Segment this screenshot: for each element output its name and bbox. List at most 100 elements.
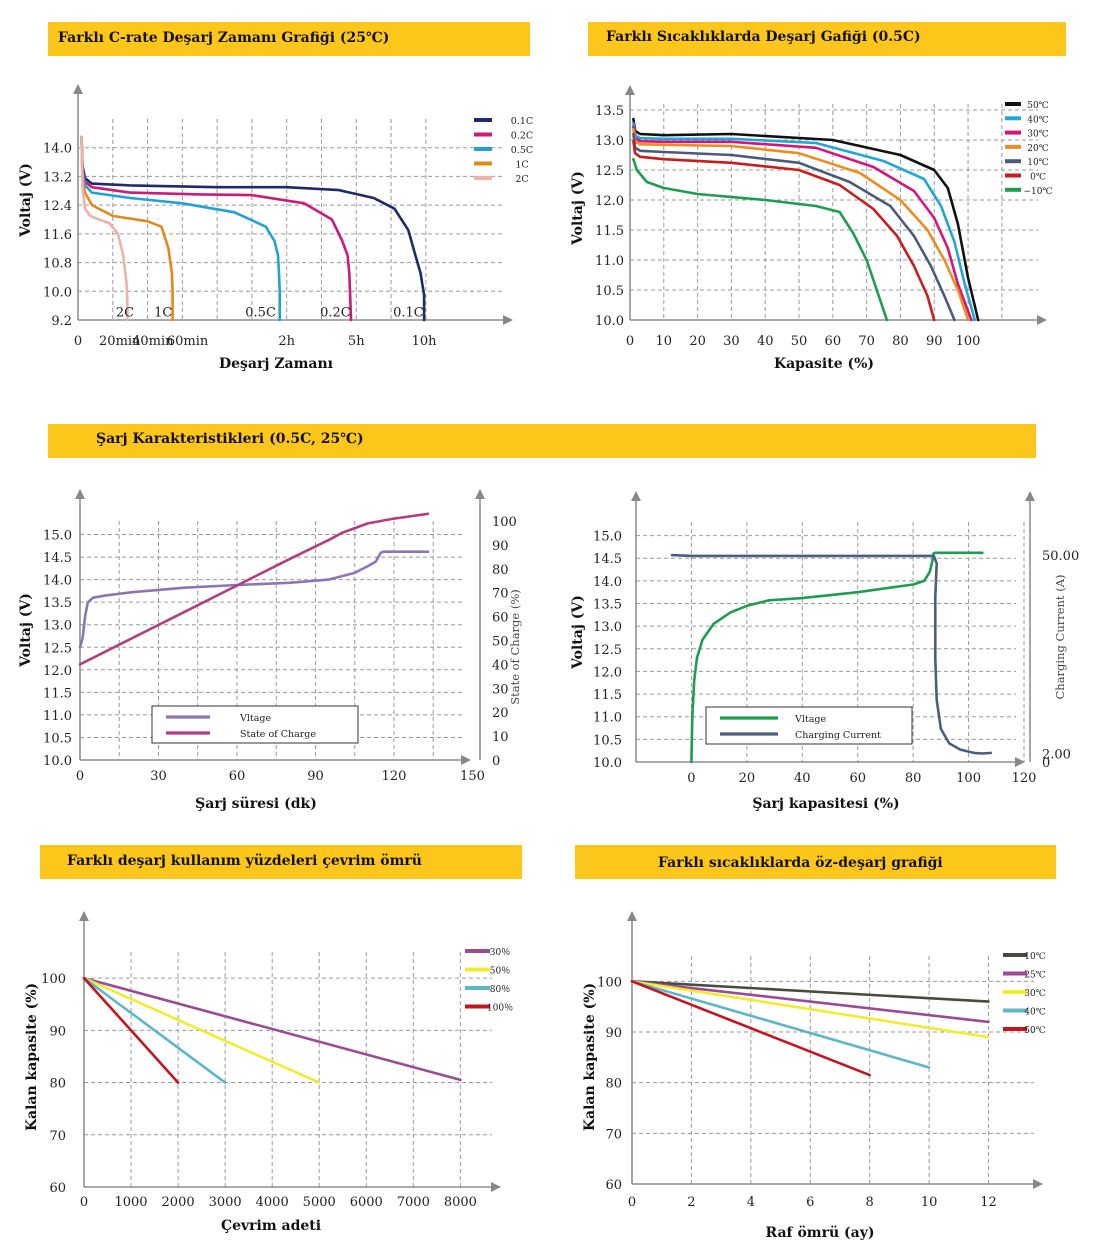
y-axis-title: Voltaj (V) [570, 595, 586, 670]
y-axis-title: Voltaj (V) [18, 163, 34, 238]
y2-tick-label: 30 [492, 682, 509, 697]
legend-label: 25℃ [1024, 971, 1046, 981]
banner-discharge-crate: Farklı C-rate Deşarj Zamanı Grafiği (25℃… [48, 22, 530, 56]
series-line-2 [630, 979, 990, 1024]
legend-label: 1C [515, 160, 528, 171]
y-tick-label: 13.0 [595, 134, 624, 149]
x-tick-label: 90 [926, 334, 943, 349]
y-tick-label: 11.0 [43, 709, 72, 724]
x-axis-title: Çevrim adeti [221, 1218, 321, 1234]
x-tick-label: 12 [980, 1195, 997, 1210]
y-tick-label: 70 [49, 1129, 66, 1144]
x-axis-title: Şarj kapasitesi (%) [752, 796, 899, 812]
series-line-2 [78, 512, 430, 666]
y-tick-label: 80 [49, 1077, 66, 1092]
legend-label: 40℃ [1024, 1008, 1046, 1018]
series-line-1 [690, 551, 984, 764]
y-tick-label: 90 [605, 1026, 622, 1041]
legend-label: 0.5C [511, 145, 533, 156]
y-tick-label: 12.0 [593, 665, 622, 680]
series-line-1 [632, 117, 980, 322]
y-tick-label: 9.2 [51, 314, 72, 329]
x-tick-label: 2 [687, 1195, 695, 1210]
legend-label: Charging Current [795, 730, 881, 741]
x-tick-label: 5h [348, 334, 365, 349]
y2-tick-label: 0 [1042, 756, 1050, 771]
banner-self-discharge: Farklı sıcaklıklarda öz-deşarj grafiği [575, 845, 1056, 879]
series-line-1 [82, 976, 462, 1082]
series-line-3 [82, 976, 227, 1084]
y-tick-label: 14.5 [593, 552, 622, 567]
series-line-5 [80, 135, 129, 322]
series-end-label: 0.5C [245, 306, 276, 321]
legend-label: 20℃ [1027, 144, 1049, 154]
banner-discharge-crate-title: Farklı C-rate Deşarj Zamanı Grafiği (25℃… [58, 30, 390, 46]
series-line-4 [80, 135, 174, 322]
y-tick-label: 100 [597, 975, 622, 990]
series-line-1 [78, 550, 430, 649]
banner-discharge-temp-title: Farklı Sıcaklıklarda Deşarj Gafiği (0.5C… [606, 29, 921, 45]
y-tick-label: 10.8 [43, 257, 72, 272]
legend-label: 80％ [490, 984, 510, 995]
y2-axis-title: Charging Current (A) [1053, 575, 1067, 700]
x-tick-label: 60 [825, 334, 842, 349]
chart-2: 10.0 10.5 11.0 11.5 12.0 12.5 13.0 13.5 0 10 20 30 4… [570, 85, 1053, 372]
series-line-5 [632, 132, 956, 322]
series-line-4 [632, 127, 970, 322]
y2-tick-label: 10 [492, 730, 509, 745]
y-tick-label: 100 [41, 972, 66, 987]
y-tick-label: 11.0 [595, 254, 624, 269]
y-tick-label: 10.5 [43, 731, 72, 746]
x-axis-arrow [1037, 315, 1047, 325]
x-tick-label: 0 [687, 771, 695, 786]
series-end-label: 0.1C [393, 306, 424, 321]
legend-box [151, 705, 359, 744]
legend-label: 50℃ [1024, 1026, 1046, 1036]
y-tick-label: 10.0 [43, 285, 72, 300]
x-tick-label: 20 [739, 771, 756, 786]
x-axis-title: Kapasite (%) [774, 356, 874, 372]
y2-axis-arrow [1025, 491, 1035, 501]
legend-label: 0.1C [511, 116, 533, 127]
y-axis-arrow [631, 491, 641, 501]
x-tick-label: 10 [656, 334, 673, 349]
y-tick-label: 90 [49, 1024, 66, 1039]
chart-4: 10.0 10.5 11.0 11.5 12.0 12.5 13.0 13.5 14.0 14.5… [570, 491, 1079, 812]
x-tick-label: 0 [80, 1195, 88, 1210]
legend-label: 50％ [490, 966, 510, 977]
chart-3: 10.0 10.5 11.0 11.5 12.0 12.5 13.0 13.5 14.0 14.5… [18, 489, 522, 812]
legend-label: 30℃ [1027, 130, 1049, 140]
y2-tick-label: 0 [492, 754, 500, 769]
series-end-label: 2C [116, 306, 134, 321]
banner-discharge-temp: Farklı Sıcaklıklarda Deşarj Gafiği (0.5C… [588, 22, 1066, 56]
y-axis-arrow [625, 85, 635, 95]
y-tick-label: 12.0 [595, 194, 624, 209]
y-axis-arrow [73, 84, 83, 94]
x-tick-label: 30 [723, 334, 740, 349]
x-tick-label: 0 [628, 1195, 636, 1210]
x-tick-label: 40 [794, 771, 811, 786]
y-tick-label: 13.2 [43, 170, 72, 185]
x-tick-label: 8000 [444, 1195, 477, 1210]
x-axis-title: Deşarj Zamanı [219, 356, 333, 372]
y-axis-title: Kalan kapasite (%) [24, 983, 40, 1131]
y-axis-arrow [75, 489, 85, 499]
y2-tick-label: 60 [492, 611, 509, 626]
y-tick-label: 10.0 [43, 754, 72, 769]
x-axis-arrow [1015, 757, 1025, 767]
legend-box [705, 706, 913, 745]
y-tick-label: 13.5 [593, 598, 622, 613]
y-tick-label: 10.5 [595, 284, 624, 299]
series-line-3 [80, 135, 282, 322]
legend-label: Vltage [794, 714, 826, 725]
y2-tick-label: 50 [492, 635, 509, 650]
y-tick-label: 13.0 [593, 620, 622, 635]
x-tick-label: 8 [866, 1195, 874, 1210]
banner-charge-title: Şarj Karakteristikleri (0.5C, 25℃) [96, 431, 364, 447]
x-tick-label: 3000 [209, 1195, 242, 1210]
x-axis-arrow [461, 755, 471, 765]
y-tick-label: 14.0 [43, 142, 72, 157]
